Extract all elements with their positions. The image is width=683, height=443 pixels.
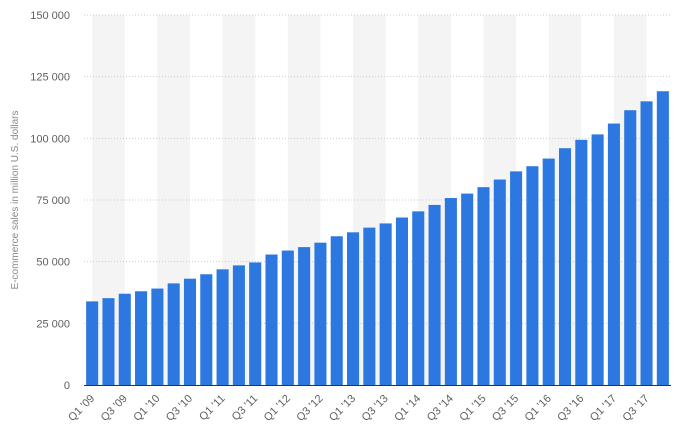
bar-q3-15 (510, 171, 523, 385)
bar-q1-11 (216, 269, 229, 385)
bar-q1-12 (281, 250, 294, 385)
bar-q4-11 (265, 254, 278, 385)
bar-q3-10 (183, 278, 197, 385)
x-tick-label: Q3 '10 (164, 393, 195, 424)
x-tick-label: Q1 '16 (523, 393, 554, 424)
bar-q4-16 (591, 134, 604, 385)
y-tick-label: 0 (64, 380, 70, 392)
x-tick-label: Q3 '17 (620, 393, 651, 424)
bar-q1-17 (607, 123, 620, 386)
x-tick-label: Q3 '13 (360, 393, 391, 424)
bar-q2-09 (102, 298, 115, 385)
bar-q3-11 (249, 262, 262, 385)
bar-q1-15 (477, 187, 490, 385)
x-tick-label: Q3 '11 (230, 393, 261, 424)
bar-q2-10 (167, 283, 180, 385)
bar-q1-14 (412, 211, 425, 385)
bar-q1-10 (151, 288, 164, 385)
bar-q2-17 (624, 110, 637, 386)
y-tick-label: 25 000 (36, 318, 70, 330)
x-tick-label: Q1 '12 (262, 393, 293, 424)
bar-q2-12 (298, 247, 311, 385)
bar-q1-16 (542, 158, 555, 385)
bar-q1-13 (347, 232, 360, 385)
x-tick-label: Q1 '14 (392, 393, 423, 424)
y-tick-label: 75 000 (36, 195, 70, 207)
x-tick-label: Q3 '16 (555, 393, 586, 424)
bar-q2-14 (428, 204, 441, 385)
bar-q4-10 (200, 274, 213, 385)
x-tick-label: Q1 '13 (327, 393, 358, 424)
bar-q4-14 (461, 193, 474, 385)
y-tick-label: 125 000 (30, 72, 70, 84)
bar-q4-12 (330, 236, 343, 385)
y-axis-label: E-commerce sales in million U.S. dollars (10, 111, 21, 290)
bar-q2-15 (493, 179, 506, 385)
bar-q3-17 (640, 101, 653, 385)
x-tick-label: Q1 '09 (66, 393, 97, 424)
y-axis-ticks: 0 25 000 50 000 75 000 100 000 125 000 150 000 (30, 10, 70, 392)
bar-q3-12 (314, 242, 327, 385)
bar-q2-13 (363, 227, 376, 385)
y-tick-label: 100 000 (30, 133, 70, 145)
x-tick-label: Q1 '11 (197, 393, 228, 424)
bar-q3-14 (444, 198, 457, 385)
bar-q2-11 (232, 265, 245, 385)
x-tick-label: Q3 '12 (294, 393, 325, 424)
bar-series (86, 91, 669, 386)
x-tick-label: Q3 '14 (425, 393, 456, 424)
bar-q3-16 (575, 139, 588, 385)
bar-q4-17 (656, 91, 669, 385)
bar-q4-13 (395, 217, 408, 385)
bar-q1-09 (86, 301, 99, 385)
bar-q4-15 (526, 166, 539, 385)
x-tick-label: Q3 '09 (99, 393, 130, 424)
x-tick-label: Q1 '17 (588, 393, 619, 424)
x-tick-label: Q1 '15 (457, 393, 488, 424)
x-axis-ticks: Q1 '09 Q3 '09 Q1 '10 Q3 '10 Q1 '11 Q3 '11 Q1 '… (66, 393, 652, 424)
y-tick-label: 50 000 (36, 257, 70, 269)
bar-q2-16 (558, 148, 572, 385)
y-tick-label: 150 000 (30, 10, 70, 22)
bar-q4-09 (135, 291, 148, 385)
x-tick-label: Q3 '15 (490, 393, 521, 424)
grid-lines (84, 14, 671, 324)
bar-q3-09 (118, 293, 131, 385)
x-tick-label: Q1 '10 (131, 393, 162, 424)
bar-q3-13 (379, 223, 392, 385)
